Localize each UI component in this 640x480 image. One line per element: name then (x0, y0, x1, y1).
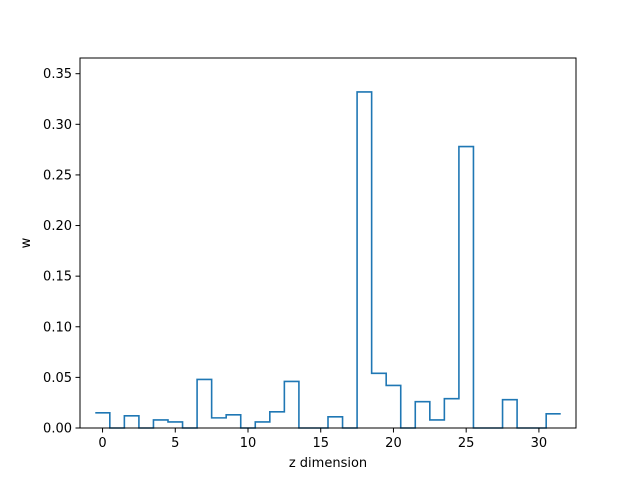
y-tick-label: 0.30 (43, 118, 72, 133)
y-axis-ticks: 0.00 0.05 0.10 0.15 0.20 0.25 0.30 0.35 (43, 67, 80, 437)
plot-background (80, 58, 576, 428)
y-tick-label: 0.15 (43, 270, 72, 285)
x-tick-label: 15 (312, 436, 329, 451)
x-tick-label: 5 (171, 436, 179, 451)
y-tick-label: 0.10 (43, 320, 72, 335)
x-axis-label: z dimension (289, 456, 367, 471)
x-tick-label: 10 (240, 436, 257, 451)
y-tick-label: 0.25 (43, 168, 72, 183)
y-tick-label: 0.00 (43, 422, 72, 437)
y-axis-label: w (19, 237, 34, 248)
x-tick-label: 25 (458, 436, 475, 451)
x-tick-label: 0 (98, 436, 106, 451)
x-tick-label: 30 (531, 436, 548, 451)
y-tick-label: 0.20 (43, 219, 72, 234)
y-tick-label: 0.05 (43, 371, 72, 386)
x-axis-ticks: 0 5 10 15 20 25 30 (98, 428, 547, 451)
y-tick-label: 0.35 (43, 67, 72, 82)
x-tick-label: 20 (385, 436, 402, 451)
plot-frame (79, 57, 577, 429)
